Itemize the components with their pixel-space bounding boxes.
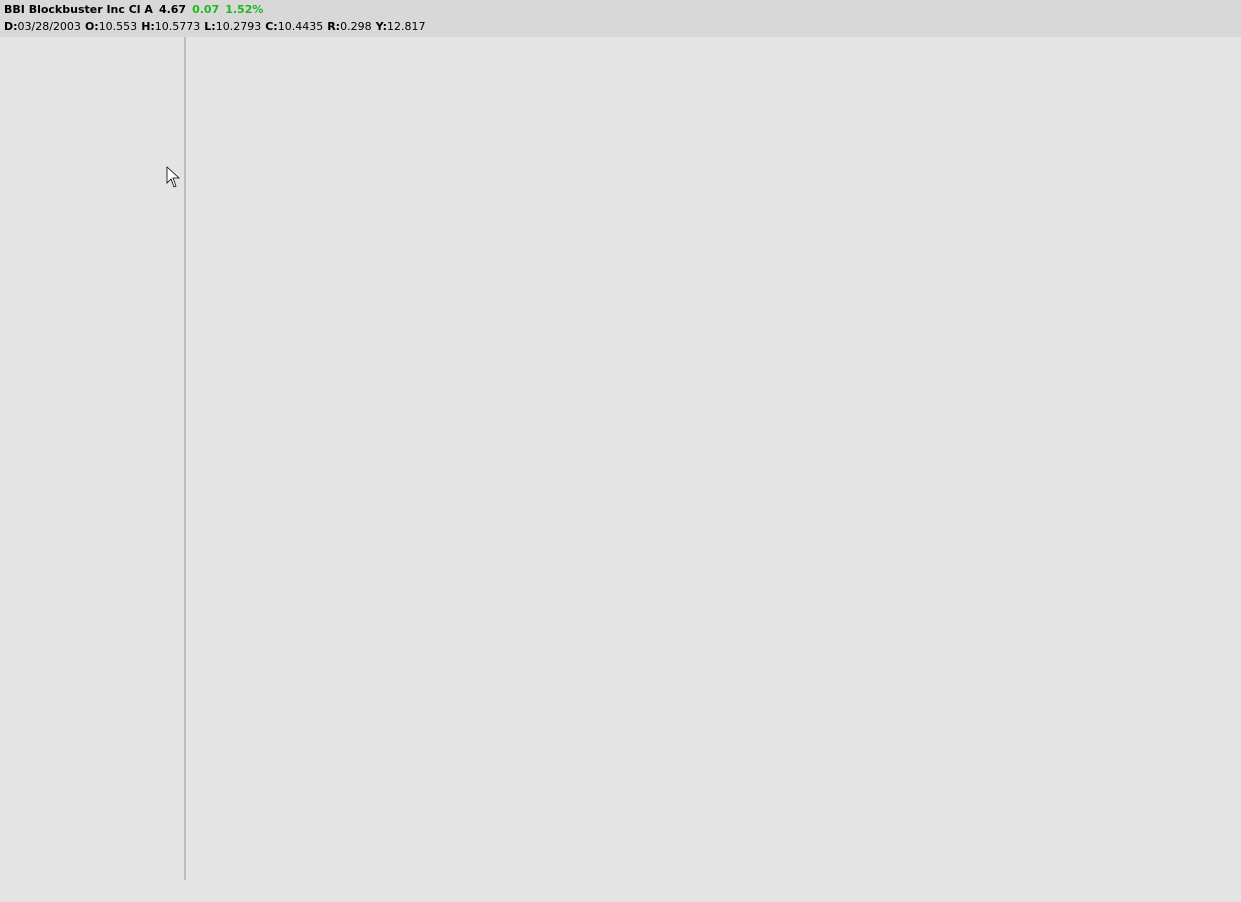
mouse-pointer [166, 166, 181, 188]
axis-background [1205, 37, 1241, 902]
field-label: H: [141, 20, 155, 33]
info-field: R:0.298 [327, 20, 371, 33]
field-label: R: [327, 20, 341, 33]
change: 0.07 [192, 3, 220, 16]
field-value: 10.553 [98, 20, 138, 33]
last-price: 4.67 [158, 3, 187, 16]
info-field: Y:12.817 [376, 20, 426, 33]
info-field: O:10.553 [85, 20, 137, 33]
field-label: Y: [375, 20, 387, 33]
field-label: C: [265, 20, 278, 33]
field-value: 10.2793 [215, 20, 262, 33]
field-label: D: [4, 20, 18, 33]
change-percent: 1.52% [225, 3, 264, 16]
field-label: O: [84, 20, 99, 33]
info-field: L:10.2793 [204, 20, 261, 33]
field-value: 03/28/2003 [17, 20, 81, 33]
field-value: 0.298 [340, 20, 372, 33]
bar-info: D:03/28/2003 O:10.553 H:10.5773 L:10.2793 C:… [4, 20, 430, 33]
info-field: H:10.5773 [141, 20, 200, 33]
field-value: 10.4435 [277, 20, 324, 33]
info-field: C:10.4435 [265, 20, 323, 33]
axis-background [0, 880, 1205, 902]
info-field: D:03/28/2003 [4, 20, 81, 33]
symbol-title: BBI Blockbuster Inc Cl A [4, 3, 153, 16]
quote-header: BBI Blockbuster Inc Cl A 4.67 0.07 1.52% [4, 3, 269, 16]
plot-background [0, 37, 1205, 880]
field-value: 12.817 [387, 20, 426, 33]
field-label: L: [204, 20, 216, 33]
field-value: 10.5773 [154, 20, 201, 33]
